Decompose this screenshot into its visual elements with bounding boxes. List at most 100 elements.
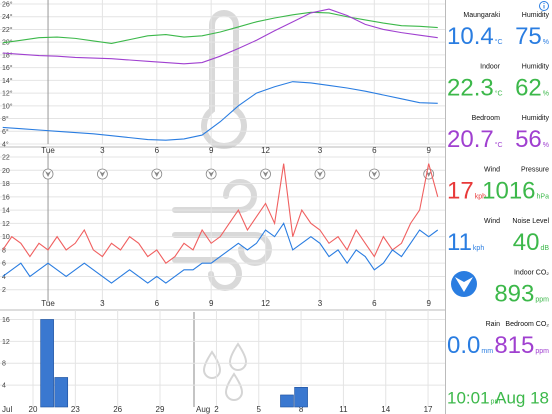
- reading-value: 20.7°C: [447, 126, 503, 153]
- reading-number: 40: [513, 229, 540, 256]
- reading-label: Indoor CO₂: [514, 270, 549, 277]
- x-tick-label: Tue: [41, 299, 55, 308]
- reading-label: Humidity: [522, 115, 550, 122]
- x-tick-label: 17: [424, 405, 433, 414]
- reading-number: 17: [447, 178, 474, 205]
- month-label: Aug: [196, 405, 210, 414]
- reading-unit: hPa: [537, 194, 550, 201]
- y-tick-label: 16°: [2, 64, 13, 72]
- data-line: [2, 81, 438, 141]
- y-tick-label: 4: [2, 383, 6, 390]
- reading-label: Wind: [484, 218, 500, 225]
- reading-number: 22.3: [447, 75, 494, 102]
- reading-value: Aug 18: [495, 389, 549, 408]
- y-tick-label: 12: [2, 221, 10, 228]
- data-line: [2, 222, 439, 284]
- reading-label: Bedroom: [472, 115, 501, 122]
- reading-value: 56%: [515, 126, 549, 153]
- reading-number: 20.7: [447, 126, 494, 153]
- reading-label: Humidity: [522, 64, 550, 71]
- reading-value: 10.4°C: [447, 23, 503, 50]
- x-tick-label: 9: [426, 299, 431, 308]
- reading-number: 1016: [482, 178, 535, 205]
- reading-label: Wind: [484, 167, 500, 174]
- y-tick-label: 14°: [2, 77, 13, 85]
- x-tick-label: 6: [372, 146, 377, 155]
- reading-value: 893ppm: [494, 281, 549, 308]
- x-tick-label: 5: [257, 405, 262, 414]
- reading-value: 815ppm: [494, 332, 549, 359]
- y-tick-label: 8: [2, 361, 6, 368]
- y-tick-label: 12: [2, 339, 10, 346]
- reading-number: 815: [494, 332, 534, 359]
- reading-value: 1016hPa: [482, 178, 549, 205]
- reading-unit: °C: [495, 90, 503, 98]
- x-tick-label: 20: [29, 405, 38, 414]
- wind-direction-arrow: [316, 171, 323, 177]
- x-tick-label: 9: [426, 146, 431, 155]
- reading-value: 17kph: [447, 178, 486, 205]
- reading-value: 22.3°C: [447, 75, 503, 102]
- y-tick-label: 24°: [2, 13, 13, 21]
- y-tick-label: 26°: [2, 1, 13, 9]
- reading-label: Noise Level: [512, 218, 549, 225]
- x-tick-label: 12: [261, 299, 270, 308]
- x-tick-label: 6: [155, 146, 160, 155]
- wind-direction-arrow: [208, 171, 215, 177]
- reading-unit: °C: [495, 141, 503, 149]
- reading-unit: kph: [475, 194, 486, 201]
- wind-direction-arrow: [262, 171, 269, 177]
- reading-number: Aug 18: [495, 389, 549, 408]
- reading-unit: ppm: [535, 348, 549, 355]
- y-tick-label: 16: [2, 317, 10, 324]
- wind-direction-arrow: [153, 171, 160, 177]
- bar: [294, 387, 308, 408]
- x-tick-label: 14: [381, 405, 390, 414]
- x-tick-label: 8: [299, 405, 304, 414]
- reading-unit: %: [543, 142, 549, 149]
- reading-number: 10.4: [447, 23, 494, 50]
- x-tick-label: 12: [261, 146, 270, 155]
- x-tick-label: 9: [209, 146, 214, 155]
- reading-unit: %: [543, 91, 549, 98]
- y-tick-label: 6: [2, 261, 6, 268]
- reading-label: Maungaraki: [463, 12, 500, 19]
- y-tick-label: 6°: [2, 128, 9, 136]
- x-tick-label: 23: [71, 405, 80, 414]
- y-tick-label: 12°: [2, 90, 13, 98]
- x-tick-label: 3: [318, 299, 323, 308]
- reading-value: 62%: [515, 75, 549, 102]
- x-tick-label: 9: [209, 299, 214, 308]
- wind-direction-arrow: [45, 171, 52, 177]
- reading-unit: pm: [491, 399, 501, 406]
- x-tick-label: 6: [155, 299, 160, 308]
- data-line: [2, 163, 439, 264]
- x-tick-label: 26: [113, 405, 122, 414]
- y-tick-label: 22°: [2, 26, 13, 34]
- x-tick-label: Tue: [41, 146, 55, 155]
- y-tick-label: 4°: [2, 141, 9, 149]
- info-button[interactable]: [539, 1, 549, 11]
- bar: [54, 377, 69, 408]
- reading-number: 0.0: [447, 332, 480, 359]
- y-tick-label: 10°: [2, 102, 13, 110]
- reading-number: 75: [515, 23, 542, 50]
- reading-label: Pressure: [521, 167, 549, 174]
- reading-number: 11: [447, 229, 472, 256]
- x-tick-label: 3: [100, 299, 105, 308]
- reading-unit: °C: [495, 38, 503, 46]
- y-tick-label: 16: [2, 194, 10, 201]
- x-tick-label: 11: [339, 405, 348, 414]
- reading-label: Rain: [486, 321, 501, 328]
- y-tick-label: 22: [2, 155, 10, 162]
- y-tick-label: 8: [2, 247, 6, 254]
- reading-unit: ppm: [535, 297, 549, 304]
- reading-label: Indoor: [480, 64, 501, 71]
- reading-number: 10:01: [447, 389, 490, 408]
- y-tick-label: 20: [2, 168, 10, 175]
- bar: [40, 319, 54, 408]
- x-tick-label: 29: [156, 405, 165, 414]
- wind-direction-arrow: [99, 171, 106, 177]
